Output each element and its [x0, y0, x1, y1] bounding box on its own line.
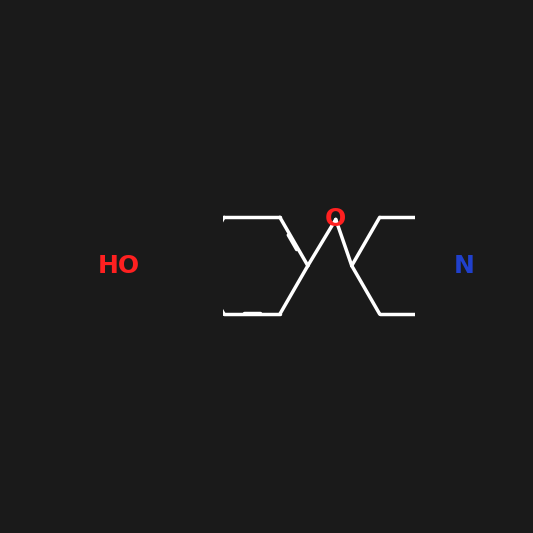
Text: O: O [325, 207, 346, 231]
Text: N: N [454, 254, 474, 278]
Text: HO: HO [98, 254, 140, 278]
